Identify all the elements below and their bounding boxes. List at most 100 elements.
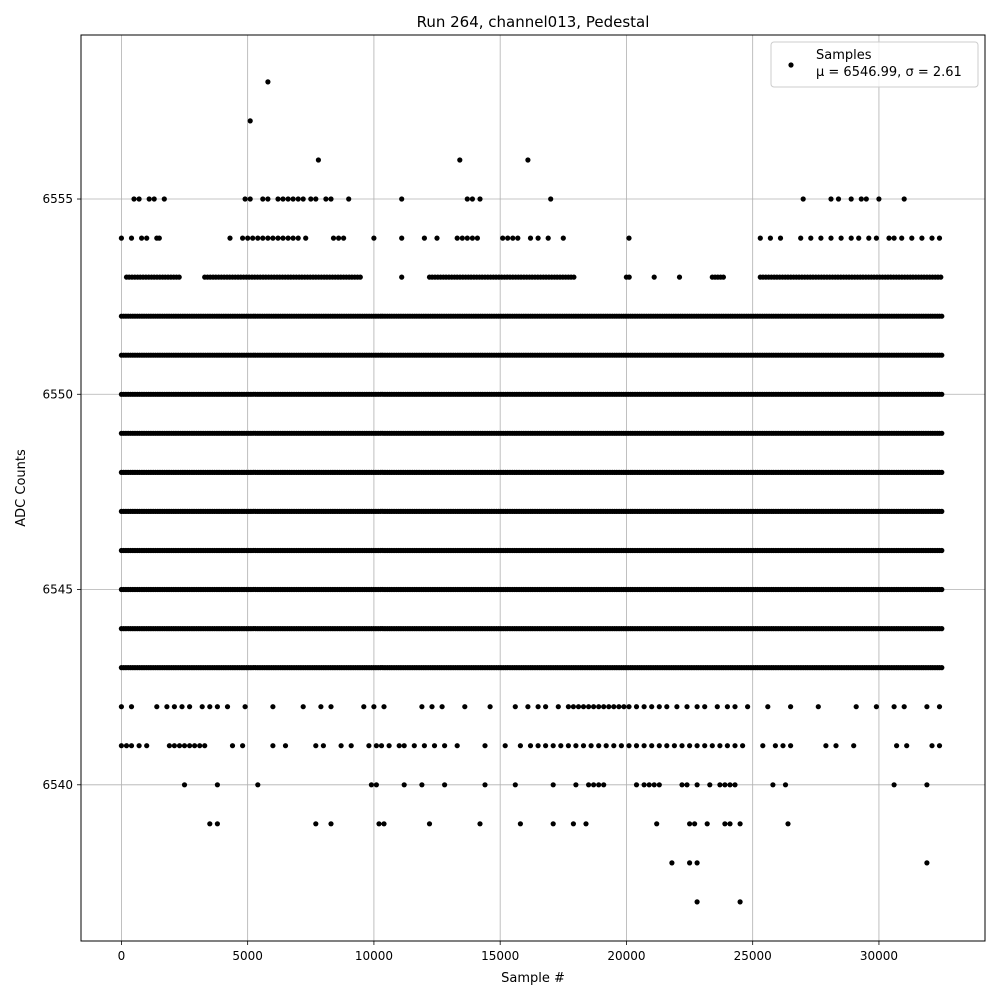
sample-point (586, 704, 592, 710)
sample-point (891, 235, 897, 241)
sample-point (651, 274, 657, 280)
sample-point (338, 743, 344, 749)
sample-point (399, 235, 405, 241)
sample-point (621, 704, 627, 710)
sample-point (207, 704, 213, 710)
sample-point (684, 782, 690, 788)
sample-point (671, 743, 678, 749)
x-axis-label: Sample # (501, 971, 565, 986)
chart-title: Run 264, channel013, Pedestal (417, 13, 650, 31)
sample-point (318, 704, 324, 710)
sample-point (197, 743, 203, 749)
sample-point (181, 743, 188, 749)
sample-point (128, 743, 135, 749)
sample-point (487, 704, 493, 710)
sample-point (709, 743, 715, 749)
sample-point (891, 704, 897, 710)
sample-point (573, 743, 579, 749)
sample-point (176, 274, 182, 280)
sample-point (565, 704, 572, 710)
sample-point (717, 782, 723, 788)
sample-point (732, 743, 738, 749)
x-tick-label: 0 (118, 949, 126, 963)
sample-point (399, 274, 405, 280)
sample-point (641, 704, 647, 710)
sample-point (785, 821, 791, 827)
sample-point (919, 235, 925, 241)
sample-point (737, 821, 743, 827)
outlier-point (457, 157, 463, 163)
sample-point (313, 821, 319, 827)
sample-point (560, 235, 566, 241)
sample-point (714, 704, 720, 710)
sample-point (260, 235, 266, 241)
sample-point (929, 235, 935, 241)
sample-point (260, 196, 266, 202)
sample-point (936, 235, 943, 241)
sample-point (704, 821, 710, 827)
sample-point (702, 743, 708, 749)
sample-point (224, 704, 231, 710)
sample-point (798, 235, 804, 241)
sample-point (199, 704, 205, 710)
sample-point (118, 235, 124, 241)
sample-point (938, 274, 944, 280)
sample-point (571, 274, 577, 280)
sample-point (512, 704, 518, 710)
x-tick-label: 5000 (232, 949, 263, 963)
sample-point (545, 235, 551, 241)
sample-point (720, 274, 727, 280)
sample-point (702, 704, 708, 710)
sample-point (649, 704, 655, 710)
sample-point (732, 704, 738, 710)
sample-point (535, 743, 541, 749)
sample-point (396, 743, 402, 749)
y-tick-label: 6555 (42, 192, 73, 206)
sample-point (282, 743, 289, 749)
sample-point (694, 743, 700, 749)
sample-point (835, 196, 842, 202)
sample-point (939, 586, 945, 593)
sample-point (694, 782, 700, 788)
sample-point (131, 196, 137, 202)
sample-point (939, 626, 945, 632)
sample-point (154, 704, 160, 710)
sample-point (646, 782, 652, 788)
sample-point (346, 196, 352, 202)
sample-point (570, 821, 577, 827)
sample-point (146, 196, 152, 202)
sample-point (381, 704, 387, 710)
sample-point (265, 235, 271, 241)
outlier-point (315, 157, 321, 163)
sample-point (591, 782, 597, 788)
sample-point (828, 196, 834, 202)
sample-point (128, 235, 135, 241)
sample-point (543, 743, 549, 749)
outlier-point (525, 157, 531, 163)
outlier-point (737, 899, 743, 905)
sample-point (181, 782, 188, 788)
sample-point (242, 704, 248, 710)
sample-point (357, 274, 363, 280)
sample-point (656, 704, 662, 710)
sample-point (118, 704, 124, 710)
sample-point (656, 782, 662, 788)
sample-point (401, 782, 407, 788)
sample-point (732, 782, 738, 788)
sample-point (936, 704, 943, 710)
sample-point (939, 430, 945, 436)
sample-point (285, 196, 291, 202)
sample-point (939, 469, 945, 475)
sample-point (833, 743, 839, 749)
sample-point (136, 743, 142, 749)
sample-point (555, 704, 561, 710)
sample-point (573, 782, 579, 788)
sample-point (550, 821, 556, 827)
y-tick-label: 6550 (42, 387, 73, 401)
sample-point (777, 235, 784, 241)
sample-point (313, 743, 319, 749)
sample-point (464, 196, 470, 202)
sample-point (591, 704, 597, 710)
sample-point (368, 782, 374, 788)
sample-point (651, 782, 657, 788)
